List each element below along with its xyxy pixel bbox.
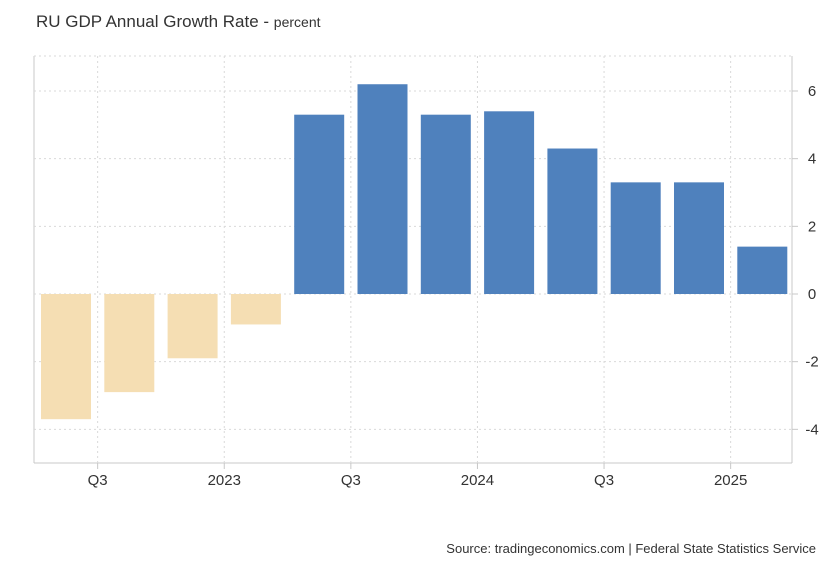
bar-q2-2023 xyxy=(294,114,345,294)
bar-q4-2023 xyxy=(420,114,471,294)
bar-q1-2024 xyxy=(484,111,535,294)
bar-q3-2024 xyxy=(610,182,661,294)
chart-title-unit: percent xyxy=(273,14,321,30)
bar-q3-2022 xyxy=(104,294,155,393)
y-tick-label: -4 xyxy=(805,421,818,438)
chart-title-main: RU GDP Annual Growth Rate xyxy=(36,12,259,31)
x-tick-label: Q3 xyxy=(594,472,614,489)
x-tick-label: 2024 xyxy=(461,472,494,489)
bar-q3-2023 xyxy=(357,84,408,294)
bar-q2-2022 xyxy=(41,294,91,420)
y-tick-label: 2 xyxy=(808,218,816,235)
bar-q1-2023 xyxy=(230,294,281,325)
chart-title-separator: - xyxy=(258,12,274,31)
y-tick-label: -2 xyxy=(805,354,818,371)
y-tick-label: 6 xyxy=(808,83,816,100)
y-tick-label: 4 xyxy=(808,151,816,168)
bar-q1-2025 xyxy=(737,246,788,294)
bar-q4-2022 xyxy=(167,294,218,359)
x-tick-label: Q3 xyxy=(88,472,108,489)
x-tick-label: 2025 xyxy=(714,472,747,489)
y-tick-label: 0 xyxy=(808,286,816,303)
source-note: Source: tradingeconomics.com | Federal S… xyxy=(446,541,816,556)
bar-q2-2024 xyxy=(547,148,598,294)
bar-q4-2024 xyxy=(674,182,724,294)
x-tick-label: 2023 xyxy=(208,472,241,489)
chart-title: RU GDP Annual Growth Rate - percent xyxy=(36,12,321,32)
x-tick-label: Q3 xyxy=(341,472,361,489)
